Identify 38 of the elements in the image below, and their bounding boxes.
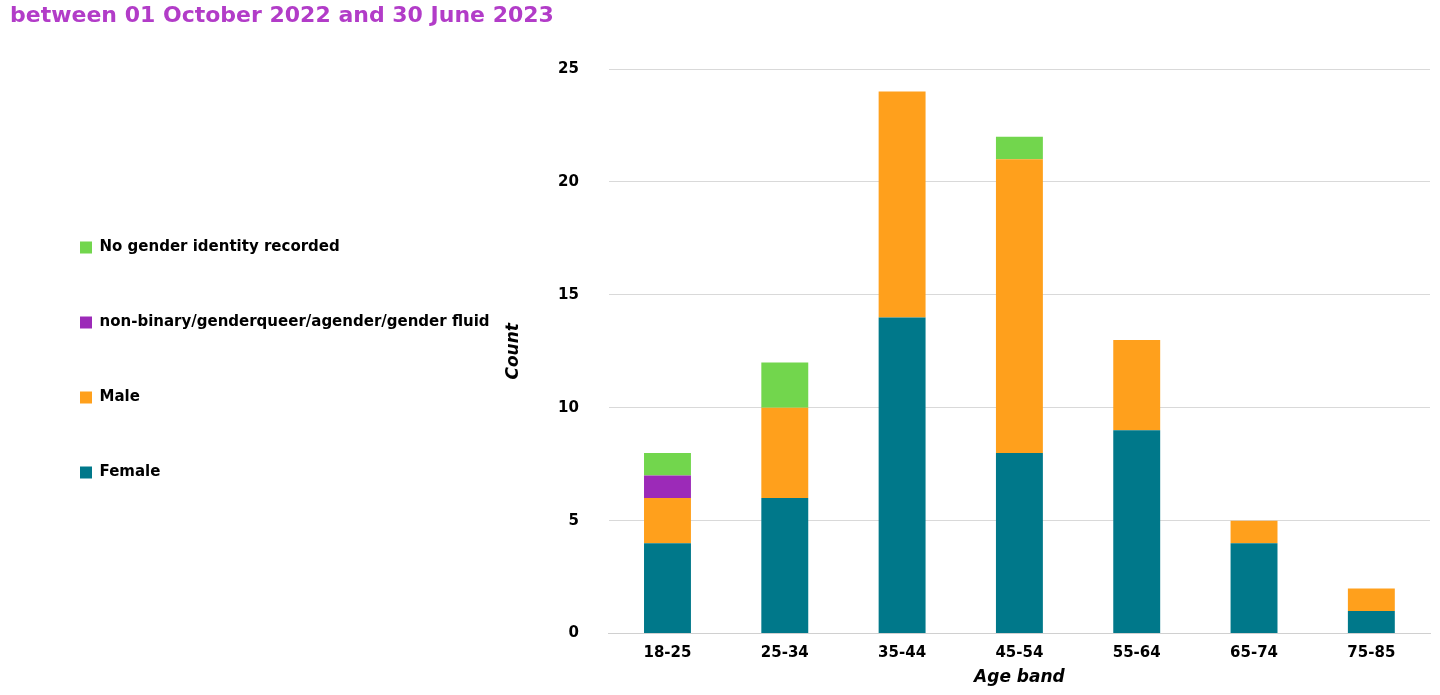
y-axis-title: Count bbox=[502, 322, 523, 380]
bar bbox=[995, 159, 1043, 453]
bar bbox=[761, 362, 809, 408]
x-tick-label: 65-74 bbox=[1230, 643, 1279, 662]
y-tick-label: 0 bbox=[568, 623, 579, 642]
bar bbox=[644, 452, 691, 476]
x-tick-label: 25-34 bbox=[760, 643, 809, 662]
y-tick-label: 20 bbox=[557, 171, 579, 190]
bar bbox=[761, 407, 809, 499]
bar bbox=[878, 91, 926, 318]
bar bbox=[644, 498, 691, 544]
x-axis-title: Age band bbox=[972, 666, 1066, 687]
y-tick-label: 15 bbox=[557, 284, 579, 303]
bar bbox=[995, 452, 1043, 634]
bar bbox=[1347, 588, 1395, 612]
text: between 01 October 2022 and 30 June 2023 bbox=[10, 2, 554, 27]
legend-label: non-binary/genderqueer/agender/gender fluid bbox=[99, 312, 490, 331]
x-tick-label: 55-64 bbox=[1112, 643, 1161, 662]
bar bbox=[1230, 520, 1278, 544]
x-tick-label: 35-44 bbox=[878, 643, 927, 662]
y-tick-label: 5 bbox=[568, 510, 579, 529]
y-tick-label: 10 bbox=[557, 397, 579, 416]
bar bbox=[1113, 340, 1161, 431]
bar bbox=[1230, 543, 1278, 634]
y-tick-label: 25 bbox=[557, 58, 579, 77]
legend-label: Male bbox=[99, 387, 140, 406]
bar bbox=[761, 498, 809, 634]
bar bbox=[1113, 430, 1161, 634]
legend-label: Female bbox=[99, 462, 161, 481]
bar bbox=[644, 543, 691, 634]
bar bbox=[878, 317, 926, 634]
bar bbox=[995, 136, 1043, 160]
x-tick-label: 45-54 bbox=[995, 643, 1044, 662]
bar bbox=[1347, 611, 1395, 634]
legend-label: No gender identity recorded bbox=[99, 237, 340, 256]
x-tick-label: 75-85 bbox=[1347, 643, 1396, 662]
bar bbox=[644, 475, 691, 499]
x-tick-label: 18-25 bbox=[643, 643, 692, 662]
